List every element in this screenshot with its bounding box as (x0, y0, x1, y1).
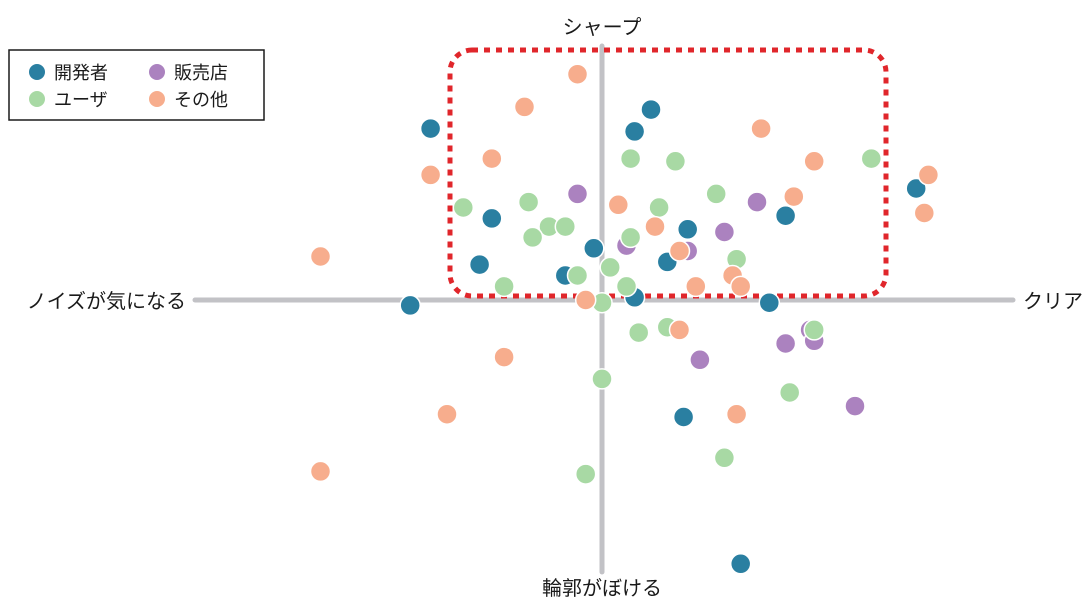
data-point-3-4 (555, 217, 575, 237)
data-point-1-12 (759, 293, 779, 313)
data-point-2-5 (747, 192, 767, 212)
data-point-3-9 (706, 184, 726, 204)
data-point-4-13 (731, 276, 751, 296)
data-point-1-14 (400, 295, 420, 315)
data-point-1-4 (482, 208, 502, 228)
legend-marker-other (149, 91, 165, 107)
data-point-4-6 (804, 151, 824, 171)
data-point-3-16 (494, 276, 514, 296)
data-point-4-19 (727, 404, 747, 424)
legend-label-other: その他 (174, 90, 228, 111)
data-point-4-20 (311, 247, 331, 267)
data-point-4-14 (686, 276, 706, 296)
data-point-4-21 (311, 461, 331, 481)
legend-marker-developer (29, 64, 45, 80)
data-point-3-5 (523, 227, 543, 247)
data-point-4-8 (784, 187, 804, 207)
data-point-3-10 (649, 198, 669, 218)
legend: 開発者 販売店 ユーザ その他 (9, 50, 264, 120)
data-point-1-2 (625, 121, 645, 141)
legend-label-developer: 開発者 (54, 63, 108, 84)
data-point-4-22 (914, 203, 934, 223)
data-point-4-9 (608, 195, 628, 215)
data-point-3-21 (780, 383, 800, 403)
data-point-2-9 (690, 350, 710, 370)
data-point-3-1 (453, 198, 473, 218)
data-point-4-1 (568, 64, 588, 84)
data-point-4-2 (515, 97, 535, 117)
legend-label-user: ユーザ (54, 90, 108, 111)
data-point-1-15 (674, 407, 694, 427)
data-point-4-5 (421, 165, 441, 185)
axis-label-bottom: 輪郭がぼける (542, 576, 662, 600)
data-point-3-14 (568, 266, 588, 286)
data-point-1-9 (678, 219, 698, 239)
data-point-2-1 (568, 184, 588, 204)
data-point-4-3 (751, 119, 771, 139)
legend-marker-user (29, 91, 45, 107)
axis-label-right: クリア (1023, 289, 1083, 313)
data-point-4-18 (437, 404, 457, 424)
data-point-1-16 (731, 554, 751, 574)
data-point-4-16 (670, 320, 690, 340)
data-point-1-3 (421, 119, 441, 139)
data-point-4-17 (494, 347, 514, 367)
data-point-3-19 (629, 323, 649, 343)
data-point-3-8 (861, 149, 881, 169)
data-point-3-7 (665, 151, 685, 171)
data-point-3-22 (714, 448, 734, 468)
data-point-1-7 (584, 238, 604, 258)
data-point-2-8 (776, 334, 796, 354)
data-point-2-10 (845, 396, 865, 416)
data-point-3-23 (592, 369, 612, 389)
legend-marker-retailer (149, 64, 165, 80)
data-point-1-1 (641, 100, 661, 120)
data-point-3-15 (617, 276, 637, 296)
data-point-3-13 (600, 257, 620, 277)
data-point-4-7 (918, 165, 938, 185)
data-point-4-11 (670, 241, 690, 261)
legend-label-retailer: 販売店 (174, 63, 228, 84)
data-point-3-11 (621, 227, 641, 247)
axis-label-left: ノイズが気になる (27, 289, 186, 313)
axis-label-top: シャープ (563, 15, 642, 39)
data-point-3-20 (804, 320, 824, 340)
data-point-4-15 (576, 290, 596, 310)
data-point-1-5 (470, 255, 490, 275)
data-point-2-4 (714, 222, 734, 242)
data-point-4-10 (645, 217, 665, 237)
data-point-1-11 (776, 206, 796, 226)
data-point-4-4 (482, 149, 502, 169)
data-point-3-24 (576, 464, 596, 484)
data-point-3-6 (621, 149, 641, 169)
data-point-3-2 (519, 192, 539, 212)
data-points (311, 64, 939, 574)
